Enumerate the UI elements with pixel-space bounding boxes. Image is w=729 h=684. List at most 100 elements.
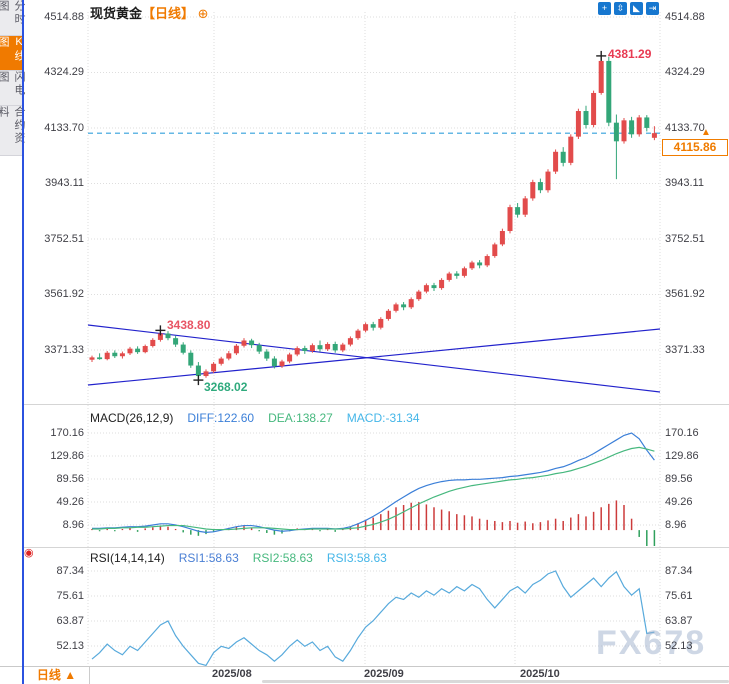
sidebar-tab-timeline[interactable]: 分时图 xyxy=(0,0,25,36)
x-axis-label: 2025/09 xyxy=(364,668,404,680)
macd-diff-value: DIFF:122.60 xyxy=(187,411,255,425)
sidebar-tab-kline[interactable]: K线图 xyxy=(0,36,25,71)
price-tick-right: 3752.51 xyxy=(665,233,705,245)
candle-body xyxy=(439,279,445,289)
macd-tick-right: 49.26 xyxy=(665,496,693,508)
rsi-title: RSI(14,14,14) xyxy=(90,551,165,565)
candle-body xyxy=(507,207,513,232)
macd-tick-left: 170.16 xyxy=(50,427,84,439)
pan-right-tool-icon[interactable]: ⇥ xyxy=(646,2,659,15)
rsi-header: RSI(14,14,14) RSI1:58.63 RSI2:58.63 RSI3:58… xyxy=(90,551,401,565)
candle-body xyxy=(180,344,186,353)
chart-title: 现货黄金【日线】 ⊕ xyxy=(90,3,209,22)
candle-body xyxy=(515,207,521,215)
candle-body xyxy=(279,361,285,367)
candle-body xyxy=(545,171,551,191)
candle-body xyxy=(385,310,391,319)
sidebar-tab-lightning[interactable]: 闪电图 xyxy=(0,71,25,106)
candle-body xyxy=(256,345,262,352)
sidebar-tab-contract-info[interactable]: 合约资料 xyxy=(0,106,25,156)
x-axis-label: 2025/10 xyxy=(520,668,560,680)
rsi1-value: RSI1:58.63 xyxy=(178,551,239,565)
trendline xyxy=(87,324,661,393)
candle-body xyxy=(89,357,95,360)
candle-body xyxy=(629,120,635,135)
candle-body xyxy=(309,345,315,351)
candle-body xyxy=(477,262,483,266)
candle-body xyxy=(195,365,201,377)
candle-body xyxy=(423,285,429,292)
zoom-range-tool-icon[interactable]: ⇳ xyxy=(614,2,627,15)
crosshair-tool-icon[interactable]: + xyxy=(598,2,611,15)
candle-body xyxy=(188,352,194,366)
candle-body xyxy=(241,340,247,346)
candle-body xyxy=(211,363,217,372)
rsi-tick-right: 75.61 xyxy=(665,590,693,602)
macd-tick-left: 49.26 xyxy=(56,496,84,508)
candle-body xyxy=(378,318,384,328)
candle-body xyxy=(157,333,163,340)
candle-body xyxy=(416,291,422,300)
candle-body xyxy=(347,338,353,345)
candle-body xyxy=(97,357,103,360)
candle-body xyxy=(492,244,498,257)
candle-body xyxy=(621,120,627,142)
candle-body xyxy=(226,353,232,359)
macd-title: MACD(26,12,9) xyxy=(90,411,174,425)
macd-header: MACD(26,12,9) DIFF:122.60 DEA:138.27 MACD:-… xyxy=(90,411,434,425)
price-tick-right: 3371.33 xyxy=(665,344,705,356)
marker-tool-icon[interactable]: ◣ xyxy=(630,2,643,15)
candle-body xyxy=(370,324,376,328)
price-tick-left: 4133.70 xyxy=(44,122,84,134)
price-tick-left: 3561.92 xyxy=(44,288,84,300)
candle-body xyxy=(150,339,156,347)
price-tick-right: 3561.92 xyxy=(665,288,705,300)
macd-tick-left: 129.86 xyxy=(50,450,84,462)
price-tick-left: 3752.51 xyxy=(44,233,84,245)
macd-tick-left: 8.96 xyxy=(62,519,84,531)
candle-body xyxy=(598,60,604,93)
rsi2-value: RSI2:58.63 xyxy=(252,551,313,565)
settings-icon[interactable]: ⊕ xyxy=(197,6,209,21)
candle-body xyxy=(583,111,589,126)
rsi-tick-left: 87.34 xyxy=(56,565,84,577)
macd-tick-right: 129.86 xyxy=(665,450,699,462)
swing-high-label: 3438.80 xyxy=(167,318,211,332)
candle-body xyxy=(606,60,612,123)
rsi-tick-right: 87.34 xyxy=(665,565,693,577)
horizontal-scrollbar[interactable] xyxy=(262,680,729,683)
candle-body xyxy=(530,182,536,199)
macd-diff-line xyxy=(92,432,655,533)
price-up-arrow-icon: ▲ xyxy=(701,127,711,138)
watermark: FX678 xyxy=(596,624,707,662)
time-axis-bar: 日线 ▲ 2025/08 2025/09 2025/10 xyxy=(0,666,729,684)
candle-body xyxy=(218,358,224,364)
rsi-tick-left: 52.13 xyxy=(56,640,84,652)
candle-body xyxy=(287,354,293,362)
period-selector[interactable]: 日线 ▲ xyxy=(24,667,90,684)
candle-body xyxy=(454,273,460,276)
candle-body xyxy=(553,151,559,172)
x-axis-label: 2025/08 xyxy=(212,668,252,680)
candle-body xyxy=(165,333,171,339)
candle-body xyxy=(317,345,323,350)
candle-body xyxy=(355,330,361,339)
candle-body xyxy=(363,324,369,331)
candle-body xyxy=(135,348,141,353)
candle-body xyxy=(233,345,239,354)
candle-body xyxy=(644,117,650,128)
candle-body xyxy=(271,358,277,367)
sidebar: 分时图 K线图 闪电图 合约资料 xyxy=(0,0,25,684)
indicator-anchor-icon[interactable]: ◉ xyxy=(24,547,34,559)
candle-body xyxy=(575,111,581,137)
macd-tick-left: 89.56 xyxy=(56,473,84,485)
candle-body xyxy=(401,304,407,308)
candle-body xyxy=(203,371,209,377)
candle-body xyxy=(127,348,133,354)
candle-body xyxy=(469,262,475,269)
rsi-tick-right: 63.87 xyxy=(665,615,693,627)
candle-body xyxy=(119,353,125,357)
price-tick-right: 4514.88 xyxy=(665,11,705,23)
